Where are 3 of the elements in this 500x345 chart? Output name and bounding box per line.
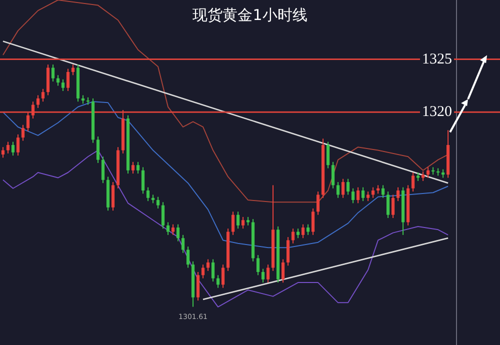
ytick: 1325: [422, 51, 452, 68]
ytick: 1320: [422, 104, 452, 120]
title: 现货黄金1小时线: [192, 6, 308, 24]
